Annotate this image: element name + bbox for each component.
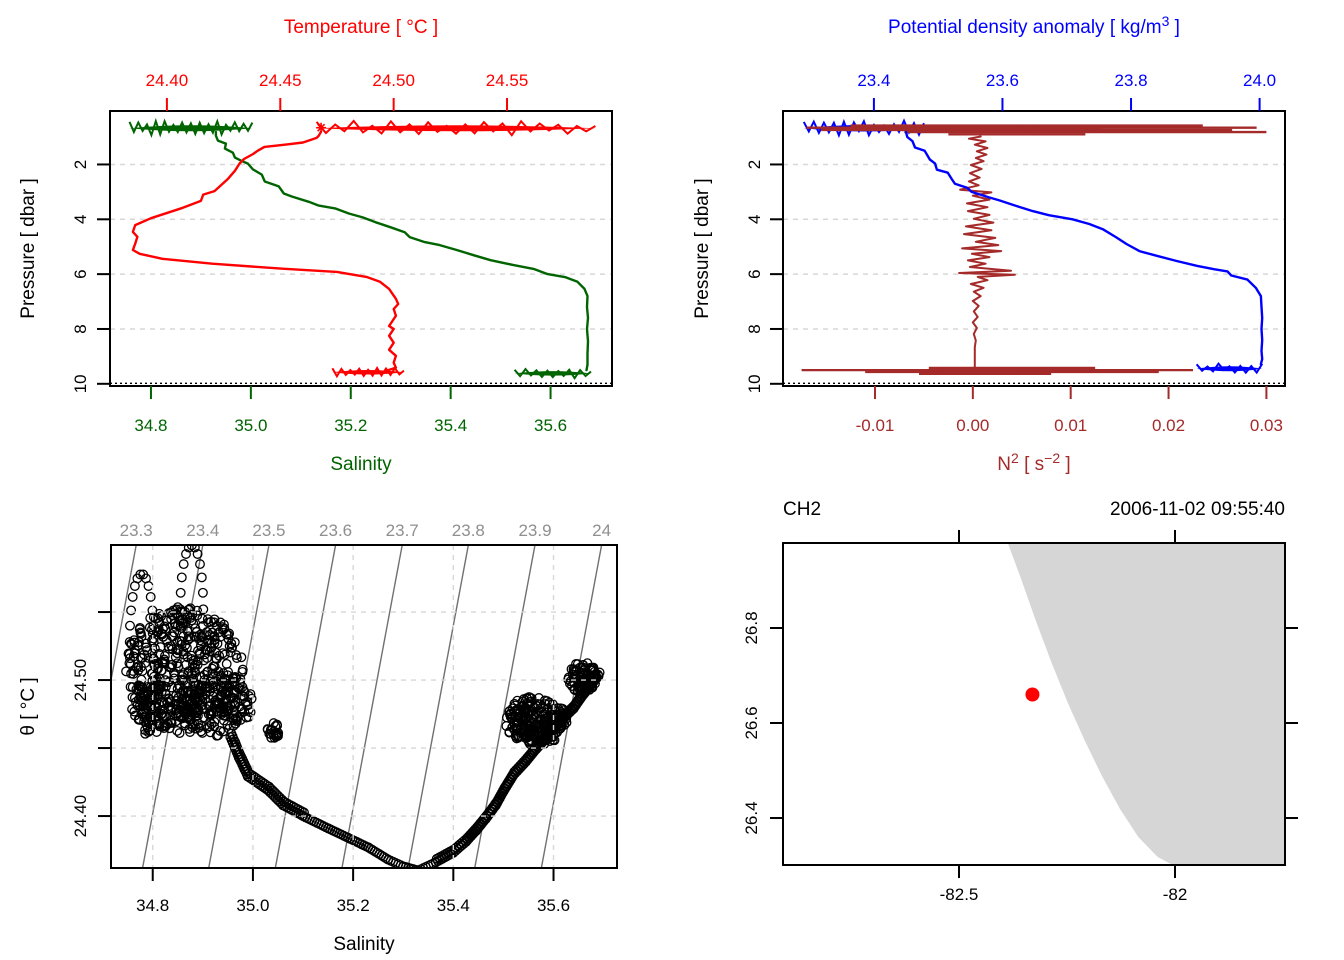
pressure-tick-label: 8 xyxy=(71,324,90,333)
pressure-tick-label: 10 xyxy=(71,374,90,393)
temperature-tick-label: 24.55 xyxy=(486,71,529,90)
station-label: CH2 xyxy=(783,499,822,520)
salinity-tick-label: 35.2 xyxy=(334,416,367,435)
salinity-axis-title: Salinity xyxy=(333,934,395,955)
isopycnal-label: 23.3 xyxy=(120,521,153,540)
panel-station-map: -82.5 -82 26.4 26.6 26.8 xyxy=(742,530,1298,904)
temperature-tick-label: 24.40 xyxy=(146,71,189,90)
n2-tick-label: 0.03 xyxy=(1250,416,1283,435)
latitude-tick-label: 26.6 xyxy=(742,706,761,739)
temperature-tick-label: 24.50 xyxy=(372,71,415,90)
longitude-tick-label: -82.5 xyxy=(940,885,979,904)
n2-tick-label: 0.02 xyxy=(1152,416,1185,435)
pressure-tick-label: 4 xyxy=(71,215,90,224)
pressure-tick-label: 2 xyxy=(71,160,90,169)
density-tick-label: 23.8 xyxy=(1114,71,1147,90)
station-dot xyxy=(1025,687,1040,702)
latitude-tick-label: 26.8 xyxy=(742,611,761,644)
isopycnal-label: 23.4 xyxy=(186,521,219,540)
isopycnal-label: 23.6 xyxy=(319,521,352,540)
salinity-tick-label: 34.8 xyxy=(136,896,169,915)
theta-tick-label: 24.40 xyxy=(71,795,90,838)
pressure-tick-label: 10 xyxy=(745,374,764,393)
panel-density-n2-profile: Potential density anomaly [ kg/m3​ ] 23.4… xyxy=(692,13,1286,475)
isopycnal-label: 23.7 xyxy=(386,521,419,540)
salinity-tick-label: 35.2 xyxy=(337,896,370,915)
latitude-tick-label: 26.4 xyxy=(742,801,761,834)
timestamp-label: 2006-11-02 09:55:40 xyxy=(1109,499,1285,520)
pressure-tick-label: 6 xyxy=(71,269,90,278)
isopycnal-label: 23.9 xyxy=(518,521,551,540)
density-tick-label: 23.4 xyxy=(857,71,890,90)
n2-tick-label: -0.01 xyxy=(856,416,895,435)
density-tick-label: 23.6 xyxy=(986,71,1019,90)
pressure-axis-title: Pressure [ dbar ] xyxy=(692,178,713,318)
map-header: CH2 2006-11-02 09:55:40 xyxy=(783,499,1285,521)
salinity-tick-label: 35.0 xyxy=(236,896,269,915)
panel-temperature-salinity-profile: Temperature [ °C ] 24.40 24.45 24.50 24.55 34… xyxy=(18,17,613,475)
salinity-tick-label: 35.6 xyxy=(534,416,567,435)
n2-tick-label: 0.00 xyxy=(956,416,989,435)
salinity-axis-title: Salinity xyxy=(330,454,392,475)
isopycnal-label: 23.5 xyxy=(252,521,285,540)
salinity-tick-label: 34.8 xyxy=(134,416,167,435)
longitude-tick-label: -82 xyxy=(1163,885,1188,904)
theta-tick-label: 24.50 xyxy=(71,659,90,702)
salinity-tick-label: 35.4 xyxy=(434,416,467,435)
panel-ts-diagram: 23.3 23.4 23.5 23.6 23.7 23.8 23.9 24 34.8 35.0 35… xyxy=(18,521,618,955)
pressure-tick-label: 8 xyxy=(745,324,764,333)
pressure-tick-label: 4 xyxy=(745,215,764,224)
salinity-tick-label: 35.0 xyxy=(234,416,267,435)
land-polygon xyxy=(1008,544,1284,864)
density-tick-label: 24.0 xyxy=(1243,71,1276,90)
n2-axis-title: N2​ [ s−2​ ] xyxy=(997,450,1070,475)
theta-axis-title: θ [ °C ] xyxy=(18,677,39,735)
temperature-axis-title: Temperature [ °C ] xyxy=(284,17,438,38)
pressure-tick-label: 2 xyxy=(745,160,764,169)
pressure-tick-label: 6 xyxy=(745,269,764,278)
salinity-tick-label: 35.6 xyxy=(537,896,570,915)
temperature-tick-label: 24.45 xyxy=(259,71,302,90)
density-axis-title: Potential density anomaly [ kg/m3​ ] xyxy=(888,13,1180,38)
salinity-tick-label: 35.4 xyxy=(437,896,470,915)
pressure-axis-title: Pressure [ dbar ] xyxy=(18,178,39,318)
isopycnal-label: 23.8 xyxy=(452,521,485,540)
isopycnal-label: 24 xyxy=(592,521,611,540)
n2-tick-label: 0.01 xyxy=(1054,416,1087,435)
